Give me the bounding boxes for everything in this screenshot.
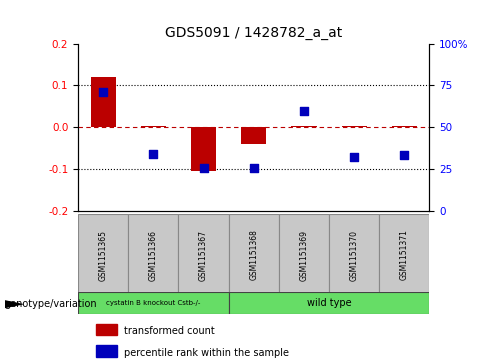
Bar — [141, 126, 166, 127]
Text: GSM1151370: GSM1151370 — [349, 229, 359, 281]
Text: genotype/variation: genotype/variation — [5, 299, 98, 309]
Bar — [78, 292, 229, 314]
Text: GSM1151366: GSM1151366 — [149, 229, 158, 281]
Bar — [241, 127, 266, 144]
Bar — [392, 126, 417, 127]
Text: GSM1151367: GSM1151367 — [199, 229, 208, 281]
Text: wild type: wild type — [307, 298, 351, 308]
Point — [300, 108, 308, 114]
Point — [200, 165, 207, 171]
Bar — [78, 214, 128, 296]
Bar — [229, 214, 279, 296]
Bar — [279, 214, 329, 296]
Text: cystatin B knockout Cstb-/-: cystatin B knockout Cstb-/- — [106, 300, 201, 306]
Bar — [96, 346, 117, 357]
Polygon shape — [5, 300, 24, 308]
Bar — [379, 214, 429, 296]
Point — [350, 154, 358, 160]
Title: GDS5091 / 1428782_a_at: GDS5091 / 1428782_a_at — [165, 26, 343, 40]
Point — [250, 165, 258, 171]
Bar — [91, 77, 116, 127]
Text: percentile rank within the sample: percentile rank within the sample — [124, 348, 289, 358]
Bar — [229, 292, 429, 314]
Bar — [342, 126, 366, 127]
Bar — [329, 214, 379, 296]
Bar — [179, 214, 229, 296]
Point — [149, 151, 157, 157]
Text: GSM1151369: GSM1151369 — [300, 229, 308, 281]
Bar — [96, 324, 117, 335]
Text: GSM1151368: GSM1151368 — [249, 229, 258, 281]
Bar — [191, 127, 216, 171]
Bar — [291, 126, 317, 127]
Text: GSM1151365: GSM1151365 — [99, 229, 108, 281]
Text: GSM1151371: GSM1151371 — [400, 229, 409, 281]
Bar — [128, 214, 179, 296]
Text: transformed count: transformed count — [124, 326, 215, 336]
Point — [401, 152, 408, 158]
Point — [99, 89, 107, 94]
